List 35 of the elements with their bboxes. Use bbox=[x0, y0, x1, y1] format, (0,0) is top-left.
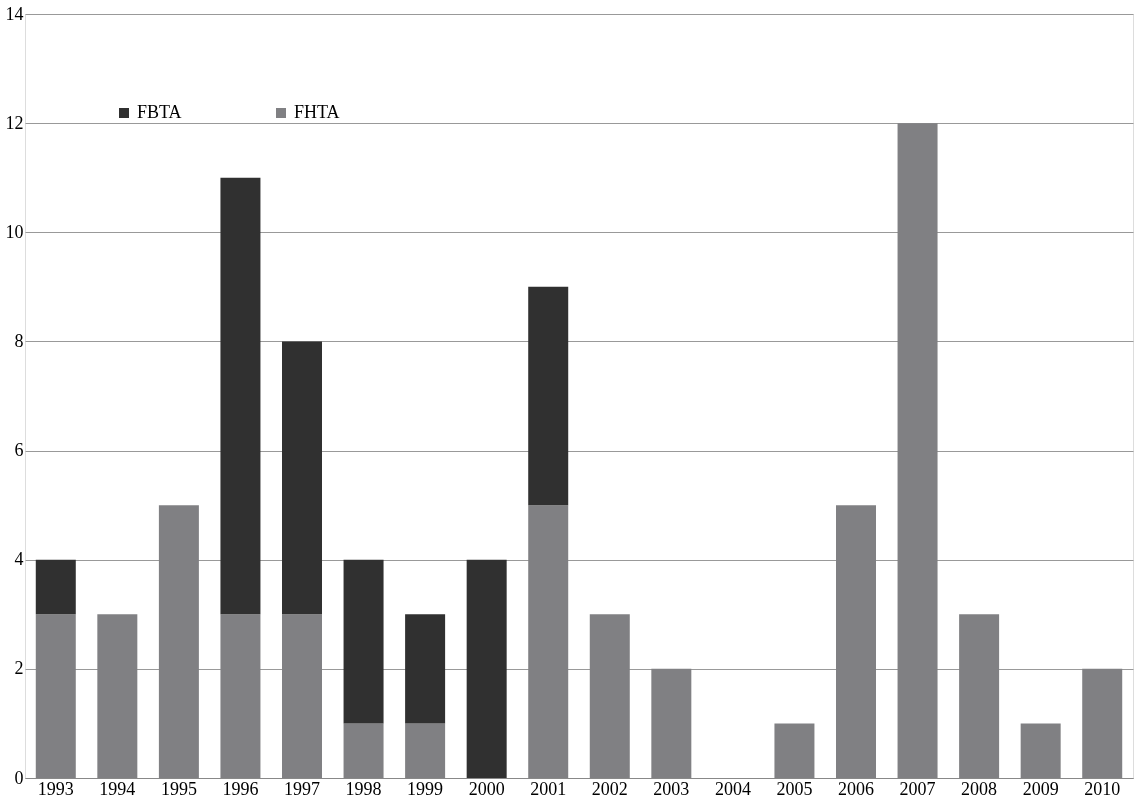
x-tick-label: 2009 bbox=[1022, 778, 1059, 799]
x-tick-label: 1999 bbox=[407, 778, 444, 799]
x-tick-label: 2010 bbox=[1084, 778, 1121, 799]
x-tick-label: 2005 bbox=[776, 778, 813, 799]
x-tick-label: 1998 bbox=[345, 778, 382, 799]
y-tick-label: 10 bbox=[5, 221, 24, 242]
bar bbox=[343, 559, 384, 724]
y-tick-label: 8 bbox=[14, 330, 24, 351]
x-tick-label: 1994 bbox=[99, 778, 136, 799]
bar bbox=[528, 286, 569, 506]
y-tick-label: 6 bbox=[14, 440, 24, 461]
x-tick-label: 2003 bbox=[653, 778, 690, 799]
y-tick-label: 12 bbox=[5, 112, 24, 133]
x-tick-label: 1993 bbox=[37, 778, 74, 799]
legend-label: FHTA bbox=[294, 102, 340, 122]
x-tick-label: 1997 bbox=[284, 778, 320, 799]
bar bbox=[35, 559, 76, 615]
y-tick-label: 4 bbox=[14, 549, 24, 570]
x-tick-label: 2002 bbox=[591, 778, 628, 799]
bar bbox=[220, 177, 261, 615]
bar bbox=[282, 341, 322, 615]
x-tick-label: 2000 bbox=[468, 778, 505, 799]
x-tick-label: 2004 bbox=[714, 778, 751, 799]
x-tick-label: 1995 bbox=[160, 778, 197, 799]
y-tick-label: 0 bbox=[14, 767, 24, 788]
x-tick-label: 2007 bbox=[899, 778, 936, 799]
x-tick-label: 2001 bbox=[530, 778, 567, 799]
y-tick-label: 14 bbox=[5, 3, 24, 24]
bar bbox=[466, 559, 507, 778]
x-tick-label: 2006 bbox=[838, 778, 874, 799]
bar bbox=[405, 614, 446, 724]
y-tick-label: 2 bbox=[14, 658, 24, 679]
x-tick-label: 2008 bbox=[961, 778, 998, 799]
legend-label: FBTA bbox=[137, 102, 182, 122]
x-tick-label: 1996 bbox=[222, 778, 259, 799]
